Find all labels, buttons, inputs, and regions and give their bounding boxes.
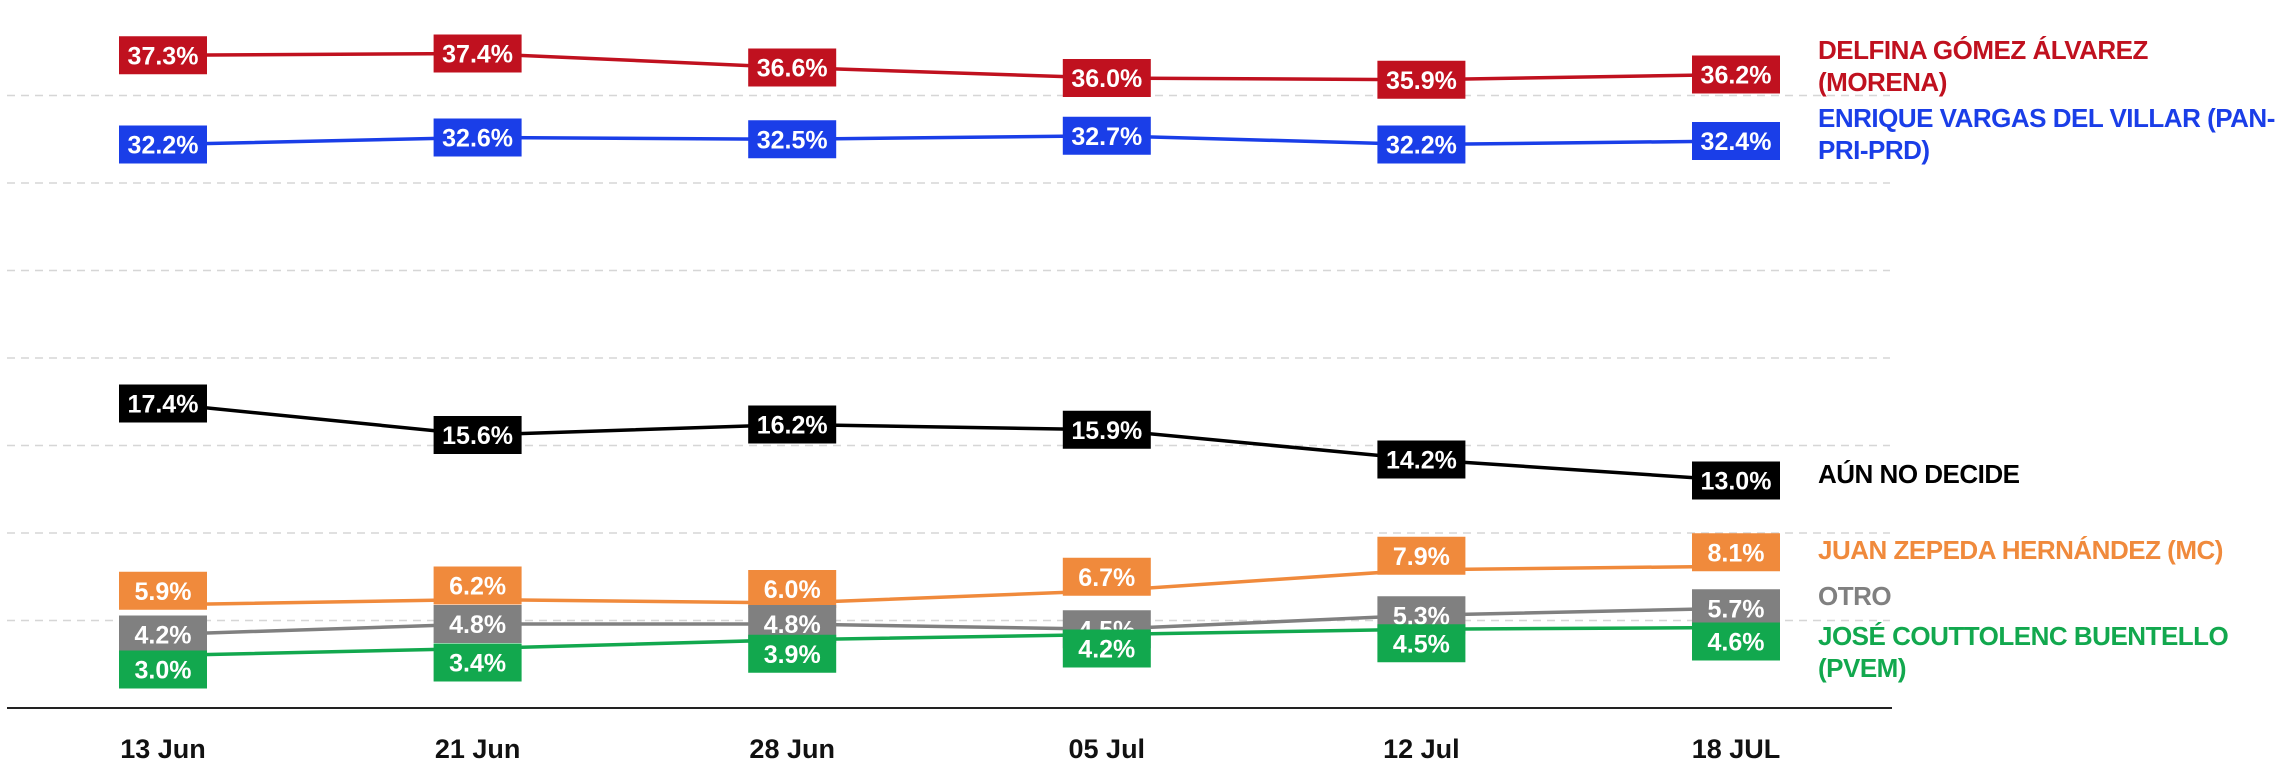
data-label: 8.1% bbox=[1708, 539, 1765, 567]
data-label: 3.9% bbox=[764, 641, 821, 669]
data-label: 32.2% bbox=[128, 132, 199, 160]
data-label-box bbox=[119, 615, 207, 654]
data-label-box bbox=[119, 36, 207, 75]
data-label: 32.2% bbox=[1386, 132, 1457, 160]
data-label: 4.5% bbox=[1393, 630, 1450, 658]
data-label-box bbox=[1062, 629, 1151, 668]
data-label: 6.0% bbox=[764, 576, 821, 604]
data-label: 6.2% bbox=[449, 573, 506, 601]
data-label-box bbox=[1692, 589, 1780, 628]
data-label-box bbox=[1692, 122, 1780, 160]
data-label-box bbox=[748, 634, 837, 673]
data-label: 32.4% bbox=[1701, 128, 1772, 156]
data-label: 37.4% bbox=[442, 41, 513, 69]
data-label: 7.9% bbox=[1393, 543, 1450, 571]
data-label-box bbox=[1692, 55, 1780, 94]
data-label-box bbox=[748, 120, 837, 159]
series-line bbox=[162, 401, 1737, 483]
data-label: 3.4% bbox=[449, 650, 506, 678]
data-label-box bbox=[1377, 624, 1466, 663]
data-label: 36.2% bbox=[1701, 62, 1772, 90]
data-label: 5.7% bbox=[1708, 595, 1765, 623]
data-label: 4.8% bbox=[764, 611, 821, 639]
data-label-box bbox=[433, 605, 522, 643]
data-label-box bbox=[748, 570, 837, 608]
data-label: 4.8% bbox=[449, 611, 506, 639]
data-label-box bbox=[1062, 116, 1151, 155]
data-label-box bbox=[433, 118, 522, 157]
data-label-box bbox=[119, 384, 207, 423]
legend-label: JOSÉ COUTTOLENC BUENTELLO (PVEM) bbox=[1818, 621, 2229, 683]
data-label: 4.2% bbox=[1078, 636, 1135, 664]
series-line bbox=[162, 606, 1737, 637]
data-label-box bbox=[119, 650, 207, 689]
legend-label: AÚN NO DECIDE bbox=[1818, 459, 2020, 489]
data-label: 16.2% bbox=[757, 412, 828, 440]
data-label: 36.6% bbox=[757, 55, 828, 83]
data-label: 4.2% bbox=[135, 622, 192, 650]
data-label: 15.9% bbox=[1071, 417, 1142, 445]
x-tick-label: 05 Jul bbox=[1069, 734, 1146, 764]
data-label-box bbox=[433, 643, 522, 682]
data-label-box bbox=[119, 571, 207, 610]
data-label: 32.7% bbox=[1071, 123, 1142, 151]
data-label: 6.7% bbox=[1078, 564, 1135, 592]
data-label: 36.0% bbox=[1071, 65, 1142, 93]
series-line bbox=[162, 564, 1737, 607]
legend-label: JUAN ZEPEDA HERNÁNDEZ (MC) bbox=[1818, 535, 2223, 565]
data-label-box bbox=[119, 125, 207, 164]
data-label: 17.4% bbox=[128, 391, 199, 419]
x-tick-label: 18 JUL bbox=[1692, 734, 1781, 764]
series-line bbox=[162, 133, 1737, 147]
data-label-box bbox=[433, 416, 522, 454]
data-label-box bbox=[1692, 622, 1780, 661]
data-label: 32.6% bbox=[442, 125, 513, 153]
x-tick-label: 13 Jun bbox=[120, 734, 206, 764]
data-label: 3.0% bbox=[135, 657, 192, 685]
data-label: 5.9% bbox=[135, 578, 192, 606]
data-label-box bbox=[1062, 59, 1151, 97]
x-tick-label: 12 Jul bbox=[1383, 734, 1460, 764]
data-label: 32.5% bbox=[757, 126, 828, 154]
data-label-box bbox=[433, 566, 522, 605]
data-label-box bbox=[1377, 125, 1466, 164]
data-label-box bbox=[1377, 60, 1466, 99]
data-label: 35.9% bbox=[1386, 67, 1457, 95]
series-line bbox=[162, 625, 1737, 658]
legend-label: ENRIQUE VARGAS DEL VILLAR (PAN-PRI-PRD) bbox=[1818, 103, 2275, 165]
data-label-box bbox=[1377, 536, 1466, 575]
data-label-box bbox=[1692, 461, 1780, 500]
data-label: 13.0% bbox=[1701, 468, 1772, 496]
data-label-box bbox=[748, 405, 837, 444]
data-label-box bbox=[1062, 410, 1151, 449]
data-label: 15.6% bbox=[442, 422, 513, 450]
data-label: 4.6% bbox=[1708, 629, 1765, 657]
data-label: 37.3% bbox=[128, 42, 199, 70]
x-tick-label: 21 Jun bbox=[435, 734, 521, 764]
data-label-box bbox=[433, 34, 522, 73]
data-label-box bbox=[1062, 557, 1151, 596]
legend-label: OTRO bbox=[1818, 581, 1892, 611]
x-tick-label: 28 Jun bbox=[749, 734, 835, 764]
legend-label: DELFINA GÓMEZ ÁLVAREZ (MORENA) bbox=[1818, 35, 2148, 97]
series-line bbox=[162, 51, 1737, 82]
data-label: 14.2% bbox=[1386, 447, 1457, 475]
data-label-box bbox=[1692, 533, 1780, 572]
data-label-box bbox=[1377, 440, 1466, 479]
data-label-box bbox=[748, 48, 837, 87]
